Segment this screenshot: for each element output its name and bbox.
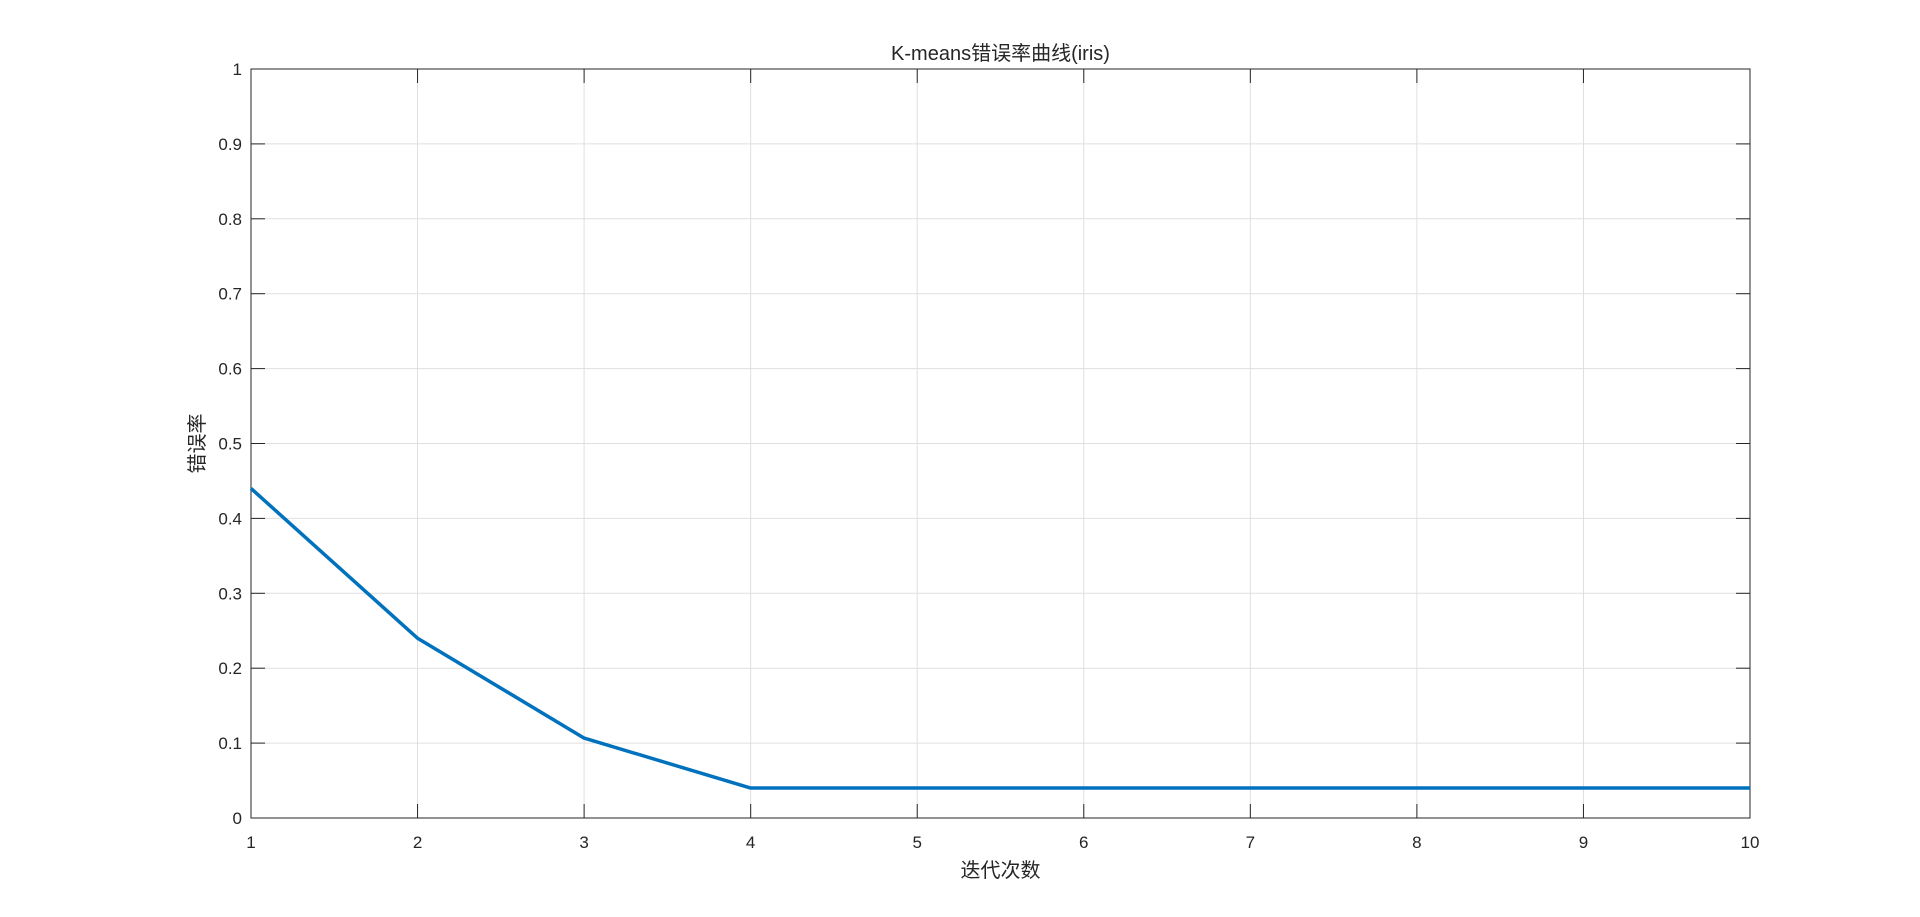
x-tick-label: 1 [246,833,255,852]
x-tick-label: 5 [912,833,921,852]
x-axis-title: 迭代次数 [961,859,1041,882]
x-tick-label: 10 [1741,833,1760,852]
x-tick-labels: 1 2 3 4 5 6 7 8 9 10 [246,833,1759,852]
y-tick-label: 0 [233,809,242,828]
x-tick-label: 9 [1579,833,1588,852]
y-tick-label: 0.2 [218,659,242,678]
x-tick-label: 8 [1412,833,1421,852]
y-axis-title: 错误率 [186,414,209,474]
x-tick-label: 2 [413,833,422,852]
y-tick-label: 0.3 [218,584,242,603]
x-tick-label: 4 [746,833,755,852]
y-tick-label: 0.5 [218,435,242,454]
y-tick-label: 0.6 [218,360,242,379]
x-tick-label: 6 [1079,833,1088,852]
y-tick-label: 0.1 [218,734,242,753]
y-tick-label: 1 [233,60,242,79]
chart-title: K-means错误率曲线(iris) [891,42,1110,65]
y-tick-label: 0.8 [218,210,242,229]
y-tick-label: 0.4 [218,509,242,528]
x-tick-label: 7 [1246,833,1255,852]
y-tick-labels: 0 0.1 0.2 0.3 0.4 0.5 0.6 0.7 0.8 0.9 1 [218,60,242,828]
y-tick-label: 0.9 [218,135,242,154]
x-tick-label: 3 [579,833,588,852]
y-tick-label: 0.7 [218,285,242,304]
